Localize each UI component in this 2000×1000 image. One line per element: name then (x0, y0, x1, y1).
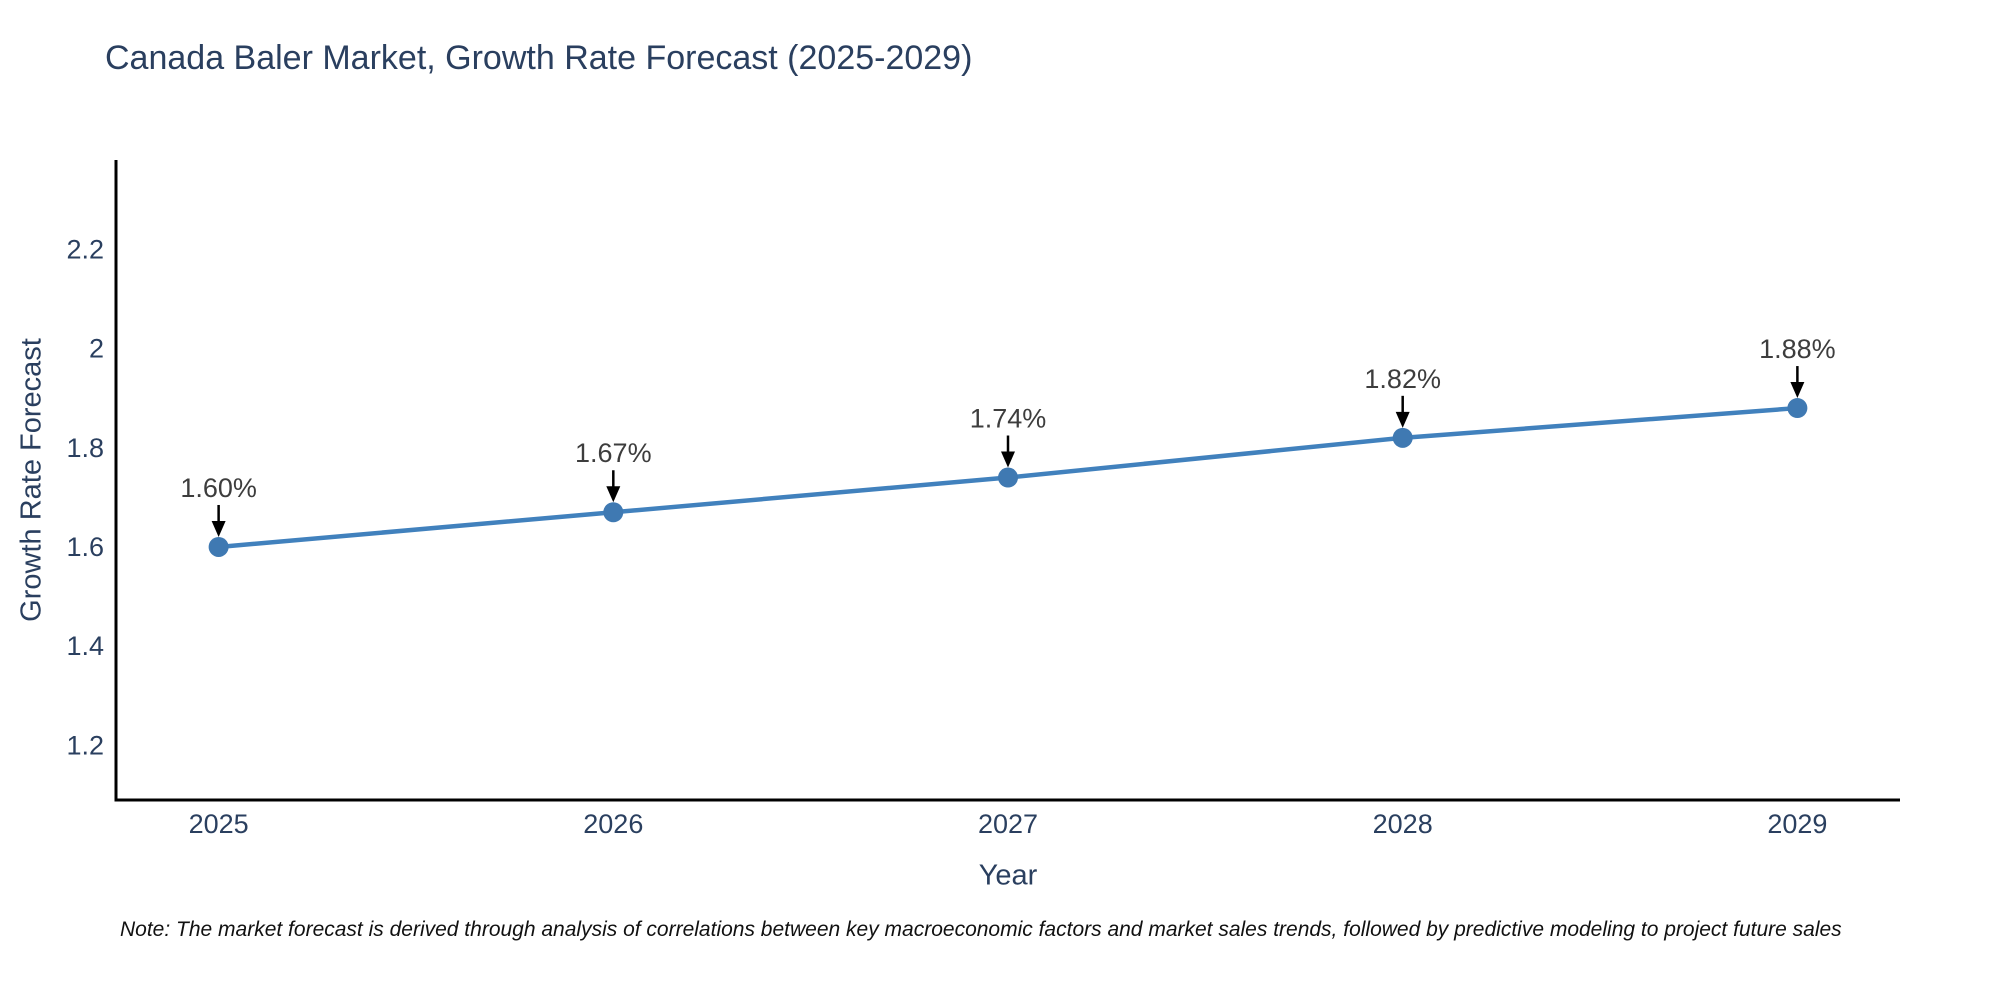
axis-lines (114, 160, 1900, 802)
x-tick-label: 2029 (1767, 809, 1827, 839)
annotation-arrowhead-icon (606, 486, 621, 503)
point-annotation: 1.67% (575, 438, 652, 468)
y-tick-label: 1.8 (66, 433, 104, 463)
data-point[interactable] (208, 536, 229, 557)
annotation-arrowhead-icon (211, 520, 226, 537)
data-point[interactable] (603, 502, 624, 523)
point-annotation: 1.82% (1364, 364, 1441, 394)
point-annotation: 1.88% (1759, 334, 1836, 364)
annotation-arrowhead-icon (1001, 451, 1015, 468)
point-annotation: 1.60% (180, 473, 257, 503)
annotation-arrowhead-icon (1395, 411, 1410, 428)
data-point[interactable] (1392, 427, 1413, 448)
x-tick-label: 2027 (978, 809, 1038, 839)
point-annotation: 1.74% (970, 404, 1047, 434)
y-tick-label: 1.6 (66, 532, 104, 562)
data-point[interactable] (1787, 398, 1808, 419)
x-tick-label: 2025 (189, 809, 249, 839)
annotation-arrowhead-icon (1790, 382, 1805, 399)
y-tick-label: 1.2 (66, 730, 104, 760)
y-tick-label: 2.2 (66, 234, 104, 264)
chart-title: Canada Baler Market, Growth Rate Forecas… (105, 39, 973, 77)
footnote: Note: The market forecast is derived thr… (120, 918, 1842, 941)
y-tick-label: 1.4 (66, 631, 104, 661)
x-tick-label: 2028 (1373, 809, 1433, 839)
x-axis-title: Year (978, 859, 1038, 892)
x-tick-label: 2026 (583, 809, 643, 839)
data-point[interactable] (998, 467, 1018, 488)
y-tick-label: 2 (89, 334, 104, 364)
